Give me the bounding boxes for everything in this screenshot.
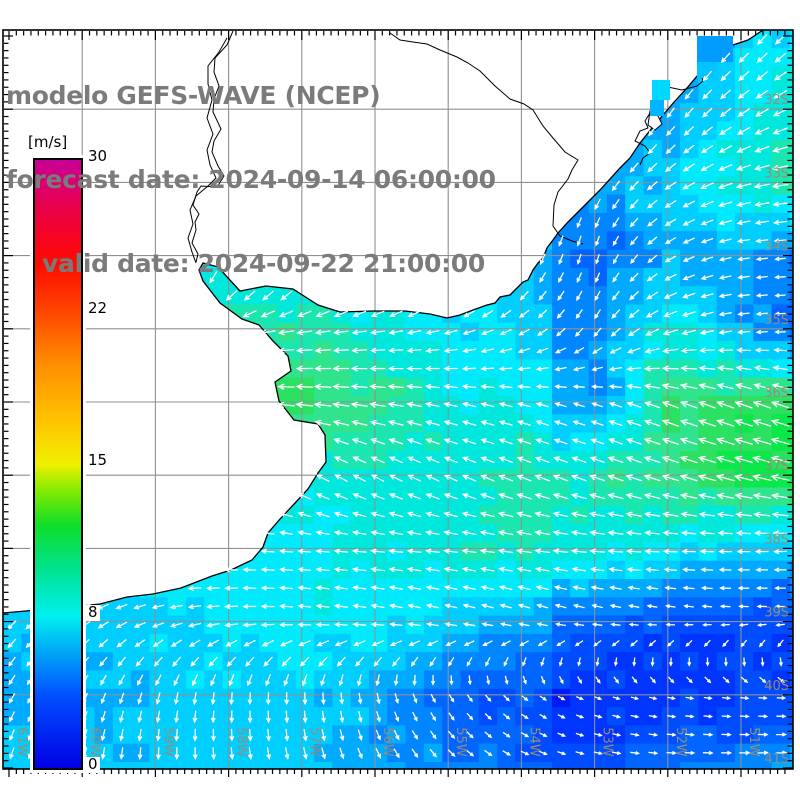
latitude-label: 38S	[764, 532, 789, 547]
latitude-label: 37S	[764, 459, 789, 474]
colorbar-tick-label: 30	[86, 147, 110, 165]
colorbar-tick-label: 0	[86, 755, 100, 773]
latitude-label: 34S	[764, 240, 789, 255]
map-border	[2, 29, 794, 770]
longitude-label: 58W	[234, 727, 249, 757]
lagoon-cells	[650, 36, 733, 116]
graticule-labels: 32S 33S 34S 35S 36S 37S 38S 39S 40S 41S 61W 60W 59W 5…	[14, 93, 789, 767]
longitude-label: 60W	[87, 727, 102, 757]
longitude-label: 56W	[380, 727, 395, 757]
wave-direction-arrows	[7, 34, 790, 760]
latitude-label: 35S	[764, 313, 789, 328]
colorbar-tick-label: 8	[86, 603, 100, 621]
latitude-label: 32S	[764, 93, 789, 108]
colorbar	[30, 155, 86, 773]
longitude-label: 55W	[453, 727, 468, 757]
colorbar-tick-label: 22	[86, 299, 110, 317]
longitude-label: 54W	[526, 727, 541, 757]
latitude-label: 33S	[764, 166, 789, 181]
latitude-label: 41S	[764, 752, 789, 767]
coastline	[2, 29, 764, 614]
latitude-label: 40S	[764, 679, 789, 694]
latitude-label: 39S	[764, 606, 789, 621]
longitude-label: 52W	[673, 727, 688, 757]
axis-ticks	[4, 31, 792, 777]
land-mass	[3, 30, 763, 613]
rivers	[187, 30, 584, 264]
longitude-label: 51W	[746, 727, 761, 757]
forecast-date-line: forecast date: 2024-09-14 06:00:00	[6, 165, 496, 194]
model-title: modelo GEFS-WAVE (NCEP)	[6, 81, 381, 110]
title-block: modelo GEFS-WAVE (NCEP) forecast date: 2…	[6, 26, 496, 334]
longitude-label: 59W	[160, 727, 175, 757]
longitude-label: 61W	[14, 727, 29, 757]
latitude-label: 36S	[764, 386, 789, 401]
colorbar-unit-label: [m/s]	[26, 133, 70, 151]
valid-date-line: valid date: 2024-09-22 21:00:00	[42, 249, 485, 278]
longitude-label: 53W	[600, 727, 615, 757]
colorbar-tick-label: 15	[86, 451, 110, 469]
longitude-label: 57W	[307, 727, 322, 757]
